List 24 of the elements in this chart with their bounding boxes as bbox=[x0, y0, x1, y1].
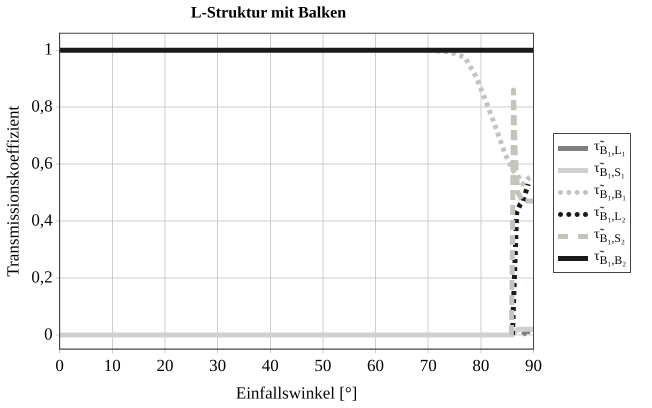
legend-label: τ̃$_{B₁,L₁}$ bbox=[594, 139, 626, 157]
legend-label: τ̃$_{B₁,S₂}$ bbox=[594, 227, 625, 245]
legend-label: τ̃$_{B₁,B₂}$ bbox=[594, 249, 626, 267]
x-tick-label: 20 bbox=[156, 356, 174, 375]
y-tick-label: 0,8 bbox=[31, 96, 53, 116]
x-tick-label: 50 bbox=[314, 356, 332, 375]
legend-label: τ̃$_{B₁,S₁}$ bbox=[594, 161, 625, 179]
x-axis-title: Einfallswinkel [°] bbox=[236, 383, 358, 402]
x-tick-label: 70 bbox=[420, 356, 437, 375]
y-axis-title: Transmissionskoeffizient bbox=[4, 105, 23, 277]
y-tick-label: 1 bbox=[44, 40, 53, 59]
chart-title: L-Struktur mit Balken bbox=[190, 4, 346, 22]
y-tick-label: 0 bbox=[44, 324, 53, 344]
x-tick-label: 90 bbox=[525, 356, 542, 375]
y-tick-label: 0,2 bbox=[31, 268, 53, 286]
x-tick-label: 10 bbox=[104, 356, 121, 375]
x-tick-label: 80 bbox=[472, 356, 490, 375]
x-tick-label: 30 bbox=[209, 356, 226, 375]
x-tick-label: 40 bbox=[262, 356, 279, 375]
legend-label: τ̃$_{B₁,B₁}$ bbox=[594, 183, 626, 201]
legend-label: τ̃$_{B₁,L₂}$ bbox=[594, 205, 626, 223]
x-tick-label: 60 bbox=[367, 356, 384, 375]
y-tick-label: 0,4 bbox=[31, 210, 54, 230]
y-tick-label: 0,6 bbox=[31, 154, 53, 173]
